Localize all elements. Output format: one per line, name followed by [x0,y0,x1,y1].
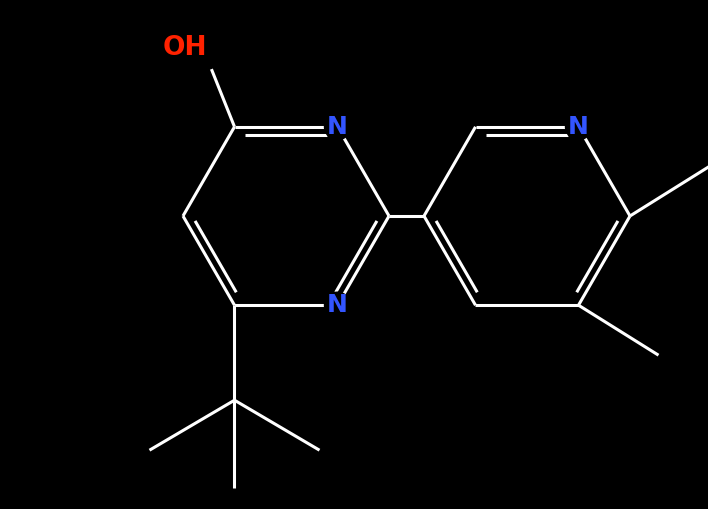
Text: OH: OH [163,35,207,61]
Circle shape [186,34,222,70]
Circle shape [324,292,350,318]
Text: N: N [568,115,589,139]
Circle shape [324,114,350,140]
Circle shape [566,114,591,140]
Text: N: N [327,115,348,139]
Text: N: N [327,293,348,317]
